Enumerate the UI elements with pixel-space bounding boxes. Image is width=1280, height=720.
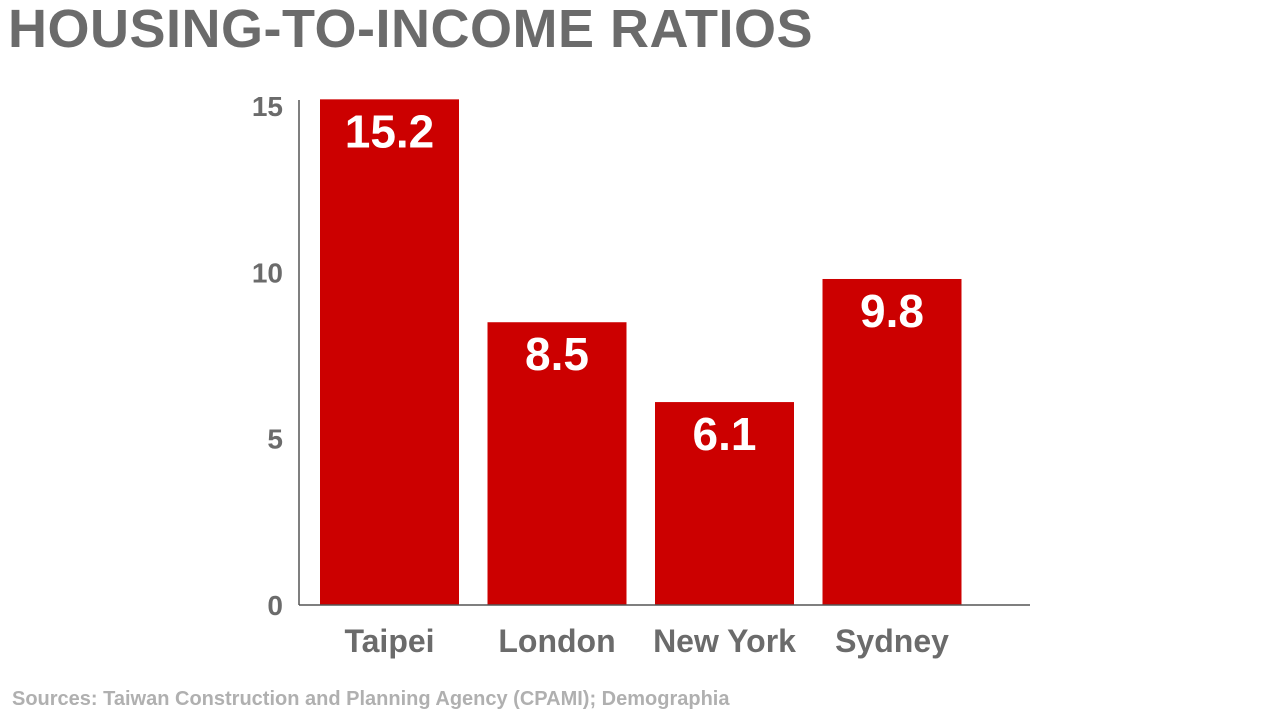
bar-sydney — [822, 278, 962, 605]
y-tick-label-5: 5 — [267, 424, 283, 455]
chart-title: HOUSING-TO-INCOME RATIOS — [8, 0, 813, 59]
category-label-new-york: New York — [653, 623, 796, 659]
bar-taipei — [320, 99, 459, 605]
y-tick-label-15: 15 — [252, 91, 283, 122]
category-label-sydney: Sydney — [835, 623, 949, 659]
y-tick-label-0: 0 — [267, 590, 283, 621]
category-label-london: London — [498, 623, 615, 659]
y-tick-label-10: 10 — [252, 257, 283, 288]
value-label-london: 8.5 — [525, 328, 589, 380]
bar-new-york — [655, 402, 794, 605]
value-label-taipei: 15.2 — [345, 105, 435, 157]
chart-source: Sources: Taiwan Construction and Plannin… — [12, 688, 730, 710]
bars-layer — [320, 99, 962, 605]
axes-layer: 0 5 10 15 — [252, 91, 1030, 621]
value-label-sydney: 9.8 — [860, 285, 924, 337]
value-label-new-york: 6.1 — [693, 408, 757, 460]
labels-layer: 15.2 Taipei 8.5 London 6.1 New York 9.8 Sydney — [344, 105, 949, 659]
category-label-taipei: Taipei — [344, 623, 434, 659]
bar-london — [487, 322, 627, 605]
